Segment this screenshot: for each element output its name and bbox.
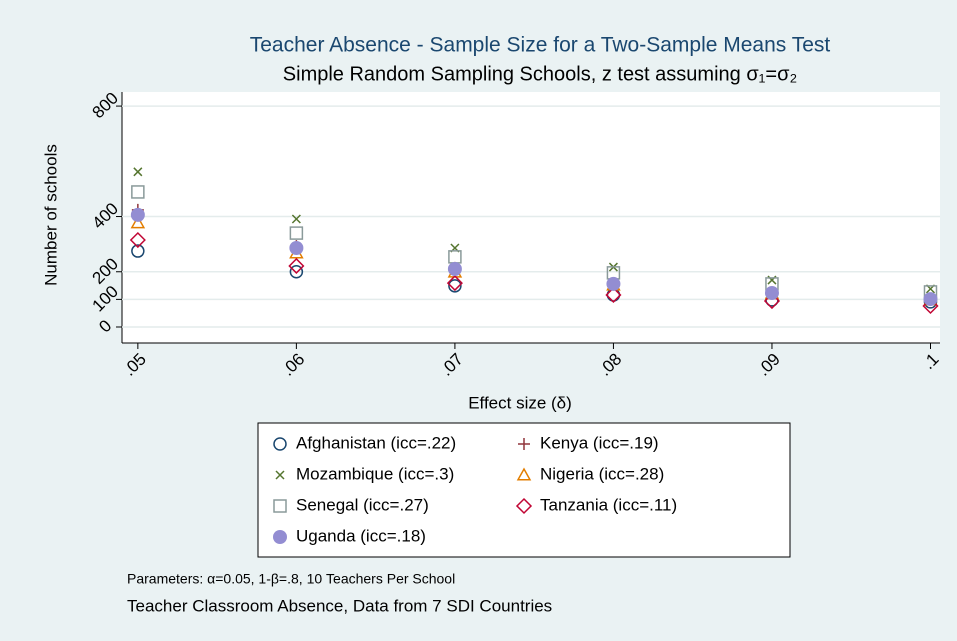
y-axis-label: Number of schools xyxy=(41,144,60,286)
point xyxy=(447,261,462,276)
chart-title: Teacher Absence - Sample Size for a Two-… xyxy=(250,34,831,57)
point xyxy=(289,226,304,240)
legend-label: Uganda (icc=.18) xyxy=(296,526,426,545)
point xyxy=(129,231,146,249)
point xyxy=(923,292,938,307)
point xyxy=(130,207,145,222)
point xyxy=(131,244,145,258)
legend-label: Kenya (icc=.19) xyxy=(540,433,659,452)
caption: Teacher Classroom Absence, Data from 7 S… xyxy=(127,596,552,615)
point xyxy=(289,241,304,256)
point xyxy=(133,167,143,177)
legend-label: Afghanistan (icc=.22) xyxy=(296,433,456,452)
note: Parameters: α=0.05, 1-β=.8, 10 Teachers … xyxy=(127,571,455,587)
legend-label: Mozambique (icc=.3) xyxy=(296,464,454,483)
point xyxy=(288,257,305,275)
legend-symbol xyxy=(273,437,287,451)
point xyxy=(289,265,304,279)
point xyxy=(764,286,779,301)
x-axis-label: Effect size (δ) xyxy=(468,393,572,412)
point xyxy=(605,286,622,304)
legend-symbol xyxy=(515,497,533,515)
point xyxy=(763,292,781,310)
legend-label: Nigeria (icc=.28) xyxy=(540,464,664,483)
point xyxy=(131,185,145,199)
chart-subtitle: Simple Random Sampling Schools, z test a… xyxy=(283,63,797,85)
point xyxy=(446,275,463,292)
point xyxy=(130,215,146,229)
legend-symbol xyxy=(273,530,287,544)
legend-symbol xyxy=(275,470,285,480)
legend-symbol xyxy=(516,467,532,481)
legend-symbol xyxy=(273,499,287,513)
point xyxy=(606,276,621,291)
point xyxy=(448,279,462,293)
legend-label: Senegal (icc=.27) xyxy=(296,495,429,514)
point xyxy=(291,214,301,224)
legend-label: Tanzania (icc=.11) xyxy=(540,495,677,514)
legend-symbol xyxy=(518,438,530,450)
plot-area xyxy=(122,92,940,343)
